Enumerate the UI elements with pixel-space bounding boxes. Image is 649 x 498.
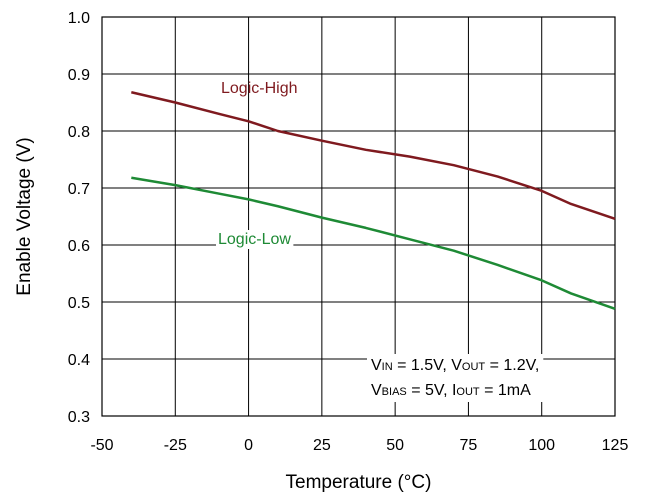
x-tick-label: -50: [90, 437, 113, 454]
y-tick-label: 0.3: [68, 409, 90, 426]
series-label-logic-high: Logic-High: [221, 80, 297, 97]
y-axis-label: Enable Voltage (V): [14, 137, 35, 295]
y-tick-label: 0.7: [68, 181, 90, 198]
x-tick-label: -25: [164, 437, 187, 454]
y-tick-label: 0.4: [68, 352, 90, 369]
conditions-annotation: VIN = 1.5V, VOUT = 1.2V, VBIAS = 5V, IOU…: [367, 354, 544, 402]
x-tick-label: 50: [386, 437, 404, 454]
series-lines: [131, 91, 616, 311]
x-tick-label: 25: [313, 437, 331, 454]
annotation-line-2: VBIAS = 5V, IOUT = 1mA: [371, 382, 531, 399]
y-tick-label: 0.8: [68, 124, 90, 141]
y-tick-label: 0.6: [68, 238, 90, 255]
y-tick-label: 0.5: [68, 295, 90, 312]
series-line-logic-low: [131, 176, 616, 311]
x-tick-label: 125: [602, 437, 629, 454]
series-line-logic-high: [131, 91, 616, 220]
series-label-logic-low: Logic-Low: [218, 231, 291, 248]
annotation-background: [367, 354, 544, 402]
y-tick-label: 0.9: [68, 67, 90, 84]
y-tick-labels: 0.3 0.4 0.5 0.6 0.7 0.8 0.9 1.0: [68, 10, 90, 426]
y-tick-label: 1.0: [68, 10, 90, 27]
x-tick-labels: -50 -25 0 25 50 75 100 125: [90, 437, 628, 454]
series-label-background: [216, 230, 294, 249]
annotation-line-1: VIN = 1.5V, VOUT = 1.2V,: [371, 357, 539, 374]
plot-frame: [101, 16, 616, 417]
x-tick-label: 0: [244, 437, 253, 454]
x-axis-label: Temperature (°C): [286, 472, 432, 493]
x-tick-label: 75: [460, 437, 478, 454]
x-tick-label: 100: [528, 437, 555, 454]
